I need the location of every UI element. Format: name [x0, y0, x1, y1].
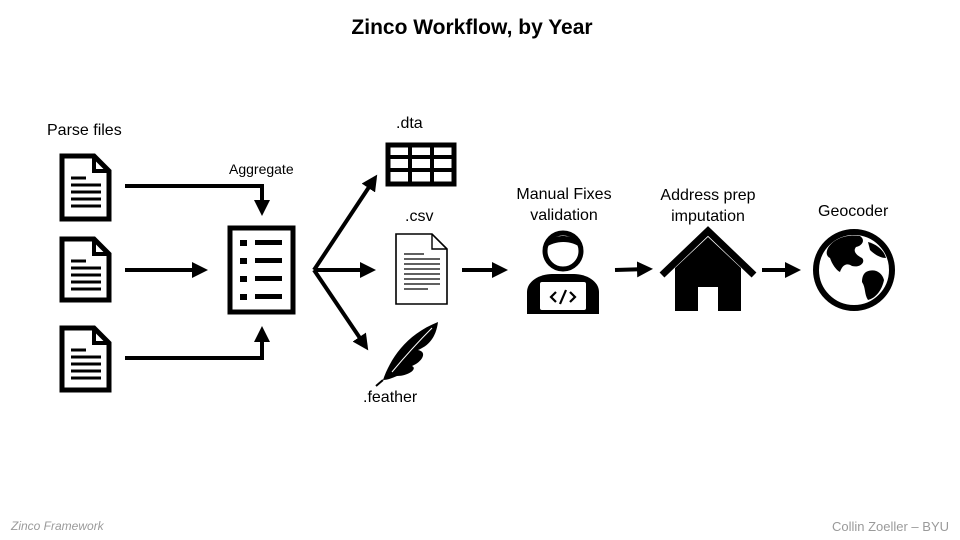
globe-icon [813, 229, 895, 311]
arrow-source1-to-aggregate [125, 184, 270, 216]
manual-fixes-label-line1: Manual Fixes [516, 186, 612, 203]
developer-laptop-icon [527, 230, 599, 314]
document-icon [59, 325, 112, 393]
csv-label: .csv [405, 208, 434, 225]
document-icon [59, 153, 112, 222]
arrow-source3-to-aggregate [125, 326, 270, 360]
address-prep-label-line2: imputation [671, 208, 745, 225]
manual-fixes-label: Manual Fixes validation [504, 184, 624, 226]
arrow-manual-to-address [614, 261, 653, 278]
feather-icon [375, 322, 438, 387]
arrow-to-feather [312, 268, 369, 351]
document-icon [59, 236, 112, 303]
footer-author: Collin Zoeller – BYU [831, 519, 949, 534]
footer-framework-name: Zinco Framework [11, 519, 104, 533]
geocoder-label: Geocoder [818, 203, 889, 220]
arrow-to-dta [312, 174, 378, 272]
checklist-icon [227, 225, 296, 315]
house-icon [659, 226, 757, 311]
manual-fixes-label-line2: validation [530, 207, 598, 224]
address-prep-label: Address prep imputation [648, 185, 768, 227]
feather-label: .feather [363, 389, 418, 406]
dta-label: .dta [396, 115, 423, 132]
aggregate-label: Aggregate [229, 161, 294, 177]
parse-files-label: Parse files [47, 122, 122, 139]
table-icon [385, 142, 457, 187]
text-file-icon [395, 233, 448, 305]
diagram-title: Zinco Workflow, by Year [351, 16, 593, 39]
address-prep-label-line1: Address prep [660, 187, 756, 204]
